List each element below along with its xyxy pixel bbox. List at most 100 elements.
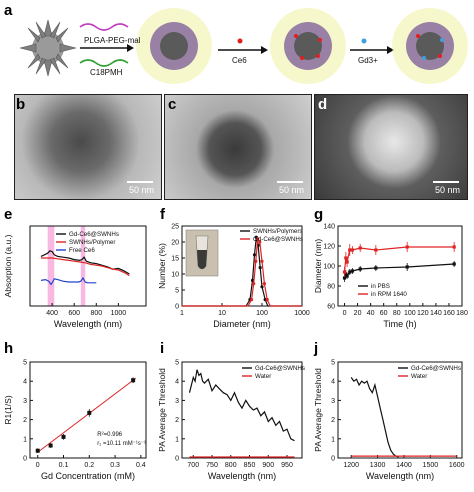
x-tick-label: 1600 (449, 462, 465, 469)
data-point (262, 282, 267, 286)
x-tick-label: 1 (180, 310, 184, 317)
x-axis-label: Diameter (nm) (213, 319, 271, 329)
y-tick-label: 2 (175, 417, 179, 424)
scale-label: 50 nm (129, 185, 155, 195)
legend-label: in RPM 1640 (371, 291, 407, 298)
pa-threshold-chart-nir2: 1200 1300 1400 1500 1600 0 1 2 3 4 5 Wavelength (nm… (313, 360, 465, 482)
data-point (405, 265, 409, 269)
panel-label-a: a (4, 2, 13, 19)
x-axis-label: Wavelength (nm) (208, 471, 276, 481)
x-tick-label: 20 (354, 310, 362, 317)
data-point (250, 298, 254, 302)
data-point (252, 282, 256, 286)
highlight-band (80, 226, 86, 306)
data-point (348, 270, 352, 274)
x-tick-label: 0.3 (110, 462, 120, 469)
relaxivity-chart: 0 0.1 0.2 0.3 0.4 0 1 2 3 4 5 Gd Concentration (mM)… (3, 360, 147, 481)
ce6-dot-icon (237, 38, 243, 44)
data-point (344, 272, 348, 276)
panel-label-d: d (318, 96, 328, 113)
legend-label: SWNHs/Polymers (253, 228, 303, 235)
highlight-band (47, 226, 55, 306)
scale-label: 50 nm (279, 185, 305, 195)
data-point (260, 259, 264, 263)
panel-label-h: h (4, 340, 14, 357)
plot-frame (337, 361, 463, 459)
pa-threshold-chart-nir1: 700 750 800 850 900 950 0 1 2 3 4 5 Wavelength (nm) P… (157, 360, 305, 482)
y-tick-label: 4 (331, 379, 335, 386)
panel-label-e: e (4, 206, 13, 223)
legend-label: in PBS (371, 283, 390, 290)
x-tick-label: 180 (456, 310, 468, 317)
data-point (452, 245, 456, 249)
x-tick-label: 1000 (294, 310, 310, 317)
fit-annotation: R²=0.996 (97, 432, 123, 438)
panel-label-f: f (160, 206, 165, 223)
y-tick-label: 5 (175, 288, 179, 295)
scale-bar (433, 181, 459, 183)
data-point (345, 260, 349, 264)
fit-annotation: r₁ =10.11 mM⁻¹s⁻¹ (97, 441, 146, 447)
legend-label: SWNHs/Polymer (69, 239, 115, 246)
x-axis-label: Wavelength (nm) (54, 319, 122, 329)
step-label-gd: Gd3+ (358, 56, 378, 65)
x-axis-label: Gd Concentration (mM) (41, 471, 135, 481)
panel-label-b: b (16, 96, 26, 113)
x-tick-label: 0 (343, 310, 347, 317)
gd-dot-icon (361, 38, 367, 44)
coated-nanoparticle-3 (392, 8, 468, 84)
y-tick-label: 3 (331, 398, 335, 405)
x-tick-label: 0.1 (59, 462, 69, 469)
y-tick-label: 25 (171, 224, 179, 231)
x-tick-label: 0.4 (136, 462, 146, 469)
series-line (188, 369, 295, 442)
synthesis-schematic (19, 8, 468, 84)
panel-label-i: i (160, 340, 165, 357)
data-point (342, 270, 347, 274)
x-tick-label: 1000 (111, 310, 127, 317)
x-tick-label: 0.2 (84, 462, 94, 469)
x-axis-label: Time (h) (383, 319, 416, 329)
scale-bar (277, 181, 303, 183)
x-tick-label: 600 (68, 310, 80, 317)
x-tick-label: 120 (417, 310, 429, 317)
data-point (256, 237, 260, 241)
data-point (260, 285, 264, 289)
legend-label: Water (411, 373, 427, 380)
legend-label: Gd-Ce6@SWNHs (253, 236, 303, 243)
data-point (258, 240, 262, 244)
scale-label: 50 nm (435, 185, 461, 195)
plot-frame (181, 361, 303, 459)
x-tick-label: 40 (367, 310, 375, 317)
plot-frame (29, 225, 147, 307)
y-tick-label: 5 (175, 360, 179, 367)
y-axis-label: Number (%) (157, 243, 167, 289)
x-tick-label: 900 (262, 462, 274, 469)
x-tick-label: 400 (46, 310, 58, 317)
y-tick-label: 15 (171, 256, 179, 263)
y-tick-label: 2 (331, 417, 335, 424)
step-label-ce6: Ce6 (232, 56, 247, 65)
size-distribution-chart: 1 10 100 1000 0 5 10 15 20 25 Diameter (nm) Number … (157, 224, 310, 330)
tem-micrograph-b: 50 nm (14, 94, 162, 200)
data-point (348, 248, 352, 252)
legend-label: Gd-Ce6@SWNHs (255, 365, 305, 372)
data-point (358, 246, 362, 250)
y-tick-label: 120 (323, 244, 335, 251)
x-axis-label: Wavelength (nm) (366, 471, 434, 481)
x-tick-label: 10 (218, 310, 226, 317)
y-tick-label: 80 (327, 284, 335, 291)
series-line (350, 377, 399, 458)
data-point (342, 276, 347, 280)
x-tick-label: 850 (244, 462, 256, 469)
x-tick-label: 1400 (396, 462, 412, 469)
y-tick-label: 2 (23, 417, 27, 424)
data-point (452, 262, 456, 266)
series-line (343, 263, 455, 279)
coated-nanoparticle-1 (136, 8, 212, 84)
data-point (405, 245, 409, 249)
absorption-chart: 400 600 800 1000 Wavelength (nm) Absorption (… (3, 225, 147, 329)
data-point (350, 269, 354, 273)
data-point (131, 378, 136, 383)
legend-label: Gd-Ce6@SWNHs (411, 365, 461, 372)
